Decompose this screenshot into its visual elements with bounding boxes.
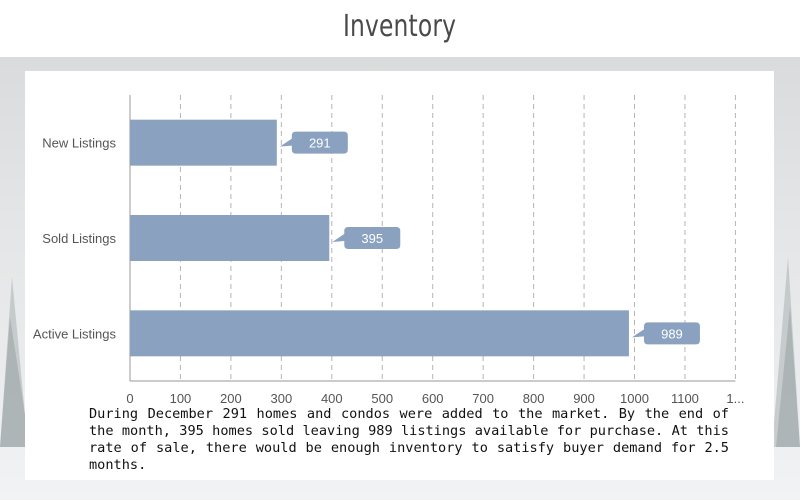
category-label: New Listings	[42, 136, 116, 151]
x-tick-label: 0	[126, 391, 133, 406]
page-title: Inventory	[343, 9, 457, 44]
category-label: Sold Listings	[42, 231, 116, 246]
bar-chart: 0 100 200 300 400 500 600 700 800 900 1000 1100 1...…	[33, 95, 744, 406]
data-label: 989	[661, 326, 683, 341]
x-tick-label: 300	[270, 391, 292, 406]
chart-card: 0 100 200 300 400 500 600 700 800 900 1000 1100 1...…	[25, 71, 774, 480]
data-label-callout	[279, 131, 348, 154]
bar	[130, 310, 629, 357]
bar	[130, 215, 330, 261]
x-tick-label: 800	[523, 391, 545, 406]
bar	[130, 119, 277, 166]
category-label: Active Listings	[33, 326, 117, 341]
x-tick-label: 500	[371, 391, 393, 406]
x-tick-label: 400	[321, 391, 343, 406]
x-tick-label: 1000	[620, 391, 649, 406]
right-tree-decoration	[772, 257, 800, 447]
data-label: 395	[361, 231, 383, 246]
x-tick-label: 100	[170, 391, 192, 406]
inventory-summary-text: During December 291 homes and condos wer…	[89, 406, 729, 473]
data-label: 291	[309, 136, 331, 151]
left-tree-decoration	[0, 277, 30, 447]
data-label-callout	[631, 322, 700, 345]
data-label-callout	[332, 227, 401, 249]
x-tick-label: 1...	[726, 391, 744, 406]
x-tick-label: 700	[472, 391, 494, 406]
x-tick-label: 200	[220, 391, 242, 406]
x-tick-label: 1100	[671, 391, 699, 406]
x-tick-label: 600	[422, 391, 444, 406]
x-tick-label: 900	[573, 391, 595, 406]
header: Inventory	[0, 0, 800, 57]
